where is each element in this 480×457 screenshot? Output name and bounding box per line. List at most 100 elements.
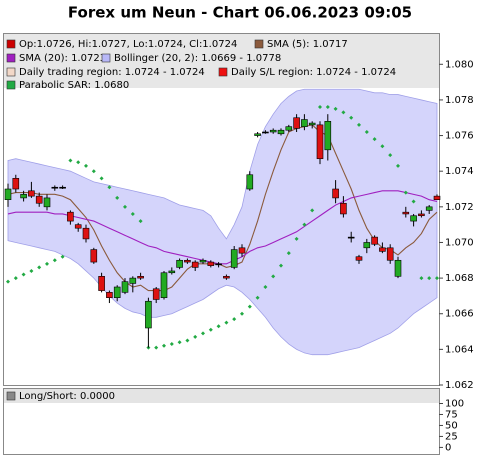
sar-dot [364,129,369,134]
candle-body [160,272,168,298]
y-tick-label: 1.080 [445,59,474,70]
y-tick-label: 1.074 [445,166,474,177]
sar-dot [302,222,307,227]
legend-swatch [101,53,111,63]
sar-dot [76,160,81,165]
candle-body [332,188,339,199]
sar-dot [240,311,244,316]
sar-dot [388,153,393,158]
candle-body [363,242,371,249]
sar-dot [224,320,229,325]
candle-body [386,247,394,261]
y-tick-label: 25 [445,431,458,442]
sar-dot [310,208,315,213]
y-tick-label: 50 [445,420,458,431]
sar-dot [349,115,354,120]
plot-area [4,88,441,356]
legend: Op:1.0726, Hi:1.0727, Lo:1.0724, Cl:1.07… [6,39,396,402]
sar-dot [419,276,424,281]
legend-label: Daily trading region: 1.0724 - 1.0724 [19,67,205,78]
sar-dot [294,236,299,241]
y-tick-label: 1.062 [445,380,474,391]
legend-label: Long/Short: 0.0000 [19,391,115,402]
sar-dot [341,110,346,115]
candle-body [425,206,433,211]
sar-dot [279,263,283,268]
sar-dot [60,254,65,259]
candle-body [215,263,222,266]
sar-dot [68,158,73,163]
candle-body [191,261,199,268]
legend-box [4,34,439,88]
legend-swatch [6,67,16,77]
candle-body [176,259,183,268]
candle-body [145,300,152,329]
candle-body [301,119,308,127]
sar-dot [169,342,174,347]
candle-body [12,178,20,190]
sar-dot [333,106,338,111]
candle-body [394,259,402,277]
candle-body [113,286,121,298]
sar-dot [271,274,276,279]
sar-dot [13,276,18,281]
sar-dot [263,285,268,290]
candle-body [28,190,35,197]
legend-label: Parabolic SAR: 1.0680 [19,80,129,91]
candle-body [230,249,238,268]
y-tick-label: 1.076 [445,131,474,142]
sar-dot [411,199,416,204]
candle-body [35,195,43,204]
sar-dot [403,190,408,195]
candle-body [262,131,269,134]
y-tick-label: 1.078 [445,95,474,106]
candle-body [137,276,144,279]
legend-swatch [6,80,16,90]
candle-body [67,211,74,222]
y-tick-label: 1.070 [445,237,474,248]
sar-dot [177,340,182,345]
sar-dot [138,219,143,224]
sar-dot [29,268,34,273]
y-tick-label: 1.064 [445,344,474,355]
legend-label: SMA (5): 1.0717 [267,39,348,50]
legend-label: Daily S/L region: 1.0724 - 1.0724 [231,67,396,78]
sar-dot [84,163,88,168]
legend-swatch [218,67,228,77]
sar-dot [130,211,135,216]
sar-dot [396,163,400,168]
candle-body [223,276,230,279]
sar-dot [99,176,104,181]
candle-body [433,195,441,201]
indicator-line [7,190,438,265]
legend-swatch [254,39,264,49]
candle-body [246,174,254,190]
sar-dot [193,334,198,339]
candle-body [293,117,300,129]
legend-swatch [6,39,16,49]
candle-body [418,213,425,217]
sar-dot [372,137,377,142]
candle-body [308,122,316,126]
candle-body [285,126,293,131]
indicator-line [7,124,438,292]
candle-body [98,276,105,291]
sar-dot [232,317,237,322]
sar-dot [162,343,166,348]
sar-dot [185,338,190,343]
candle-body [168,270,176,274]
sar-dot [107,185,112,190]
candle-body [355,256,363,261]
candle-body [371,236,378,245]
candle-body [4,188,12,201]
legend-swatch [6,53,16,63]
candle-body [316,124,324,160]
y-tick-label: 75 [445,409,458,420]
legend-label: SMA (20): 1.0723 [19,53,106,64]
sar-dot [427,276,432,281]
candle-body [90,249,98,263]
candle-body [43,197,51,208]
candle-body [51,186,59,189]
candle-body [410,215,417,222]
